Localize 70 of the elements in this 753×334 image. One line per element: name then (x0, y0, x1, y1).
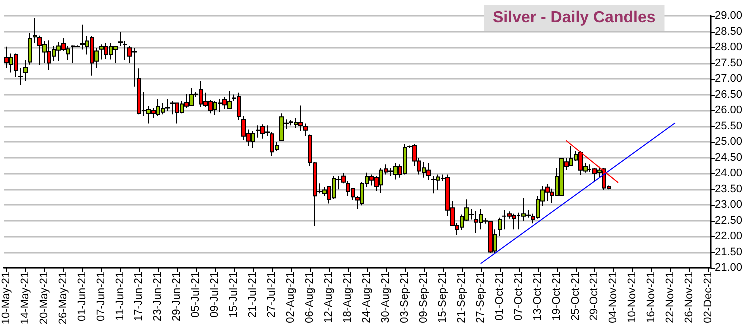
x-tick-label: 29-Oct-21 (588, 272, 601, 321)
x-tick-label: 15-Jul-21 (228, 272, 240, 318)
x-tick-label: 02-Dec-21 (702, 272, 715, 324)
x-tick-label: 14-May-21 (19, 272, 32, 325)
x-tick-label: 04-Nov-21 (608, 272, 620, 324)
y-tick-label: 21.50 (715, 246, 743, 258)
x-tick-label: 30-Aug-21 (380, 272, 392, 324)
x-tick-label: 23-Jun-21 (152, 272, 164, 322)
candlestick (431, 176, 436, 194)
y-tick-label: 28.00 (715, 42, 743, 54)
x-tick-label: 10-Nov-21 (626, 272, 639, 324)
candlestick (113, 46, 118, 64)
x-tick-label: 22-Nov-21 (664, 272, 677, 324)
y-tick-label: 22.50 (715, 214, 743, 227)
x-tick-label: 05-Jul-21 (190, 272, 202, 318)
y-tick-label: 26.50 (715, 88, 743, 101)
candlestick (33, 18, 37, 44)
y-tick-label: 23.00 (715, 199, 743, 211)
x-tick-label: 15-Sep-21 (436, 272, 449, 324)
x-tick-label: 20-May-21 (38, 272, 50, 325)
x-tick-label: 11-Jun-21 (114, 272, 126, 321)
x-tick-label: 01-Oct-21 (494, 272, 506, 321)
x-tick-label: 25-Oct-21 (570, 272, 582, 321)
x-tick-label: 26-Nov-21 (684, 272, 696, 324)
candlestick (426, 162, 431, 181)
candlestick (99, 44, 104, 60)
y-tick-label: 21.00 (715, 262, 743, 274)
candlestick (298, 105, 303, 132)
x-tick-label: 21-Sep-21 (456, 272, 468, 324)
y-tick-label: 29.00 (715, 10, 743, 22)
x-tick-label: 18-Aug-21 (342, 272, 354, 324)
x-tick-label: 09-Jul-21 (209, 272, 222, 318)
candlestick (165, 98, 170, 112)
y-tick-label: 22.00 (715, 230, 743, 242)
y-tick-label: 27.00 (715, 73, 743, 85)
y-tick-label: 28.50 (715, 26, 743, 38)
x-tick-label: 17-Jun-21 (133, 272, 146, 322)
candlestick (23, 60, 28, 82)
candlestick (80, 24, 85, 50)
candlestick (303, 123, 308, 137)
x-tick-label: 19-Oct-21 (550, 272, 563, 321)
candlestick (498, 217, 502, 237)
x-tick-label: 07-Oct-21 (512, 272, 525, 321)
x-tick-label: 09-Sep-21 (418, 272, 430, 324)
y-tick-label: 24.50 (715, 152, 743, 164)
candlestick (4, 46, 9, 68)
x-tick-label: 13-Oct-21 (532, 272, 544, 321)
y-tick-label: 27.50 (715, 57, 743, 70)
y-tick-label: 25.50 (715, 120, 743, 132)
x-tick-label: 16-Nov-21 (646, 272, 658, 324)
x-tick-label: 21-Jul-21 (247, 272, 260, 318)
x-tick-label: 02-Aug-21 (285, 272, 298, 324)
candlestick (18, 67, 23, 86)
y-tick-label: 24.00 (715, 168, 743, 180)
y-tick-label: 26.00 (715, 104, 743, 116)
x-tick-label: 29-Jun-21 (171, 272, 184, 322)
x-tick-label: 01-Jun-21 (76, 272, 88, 322)
x-tick-label: 12-Aug-21 (323, 272, 336, 324)
x-tick-label: 27-Sep-21 (474, 272, 487, 324)
x-tick-label: 27-Jul-21 (266, 272, 278, 318)
x-tick-label: 10-May-21 (0, 272, 12, 325)
x-tick-label: 06-Aug-21 (304, 272, 316, 324)
x-tick-label: 03-Sep-21 (398, 272, 411, 324)
x-tick-label: 26-May-21 (57, 272, 70, 325)
y-tick-label: 23.50 (715, 183, 743, 196)
x-tick-label: 24-Aug-21 (360, 272, 373, 324)
candlestick (28, 32, 32, 66)
chart-title: Silver - Daily Candles (493, 10, 656, 26)
x-tick-label: 07-Jun-21 (95, 272, 108, 322)
y-tick-label: 25.00 (715, 136, 743, 148)
